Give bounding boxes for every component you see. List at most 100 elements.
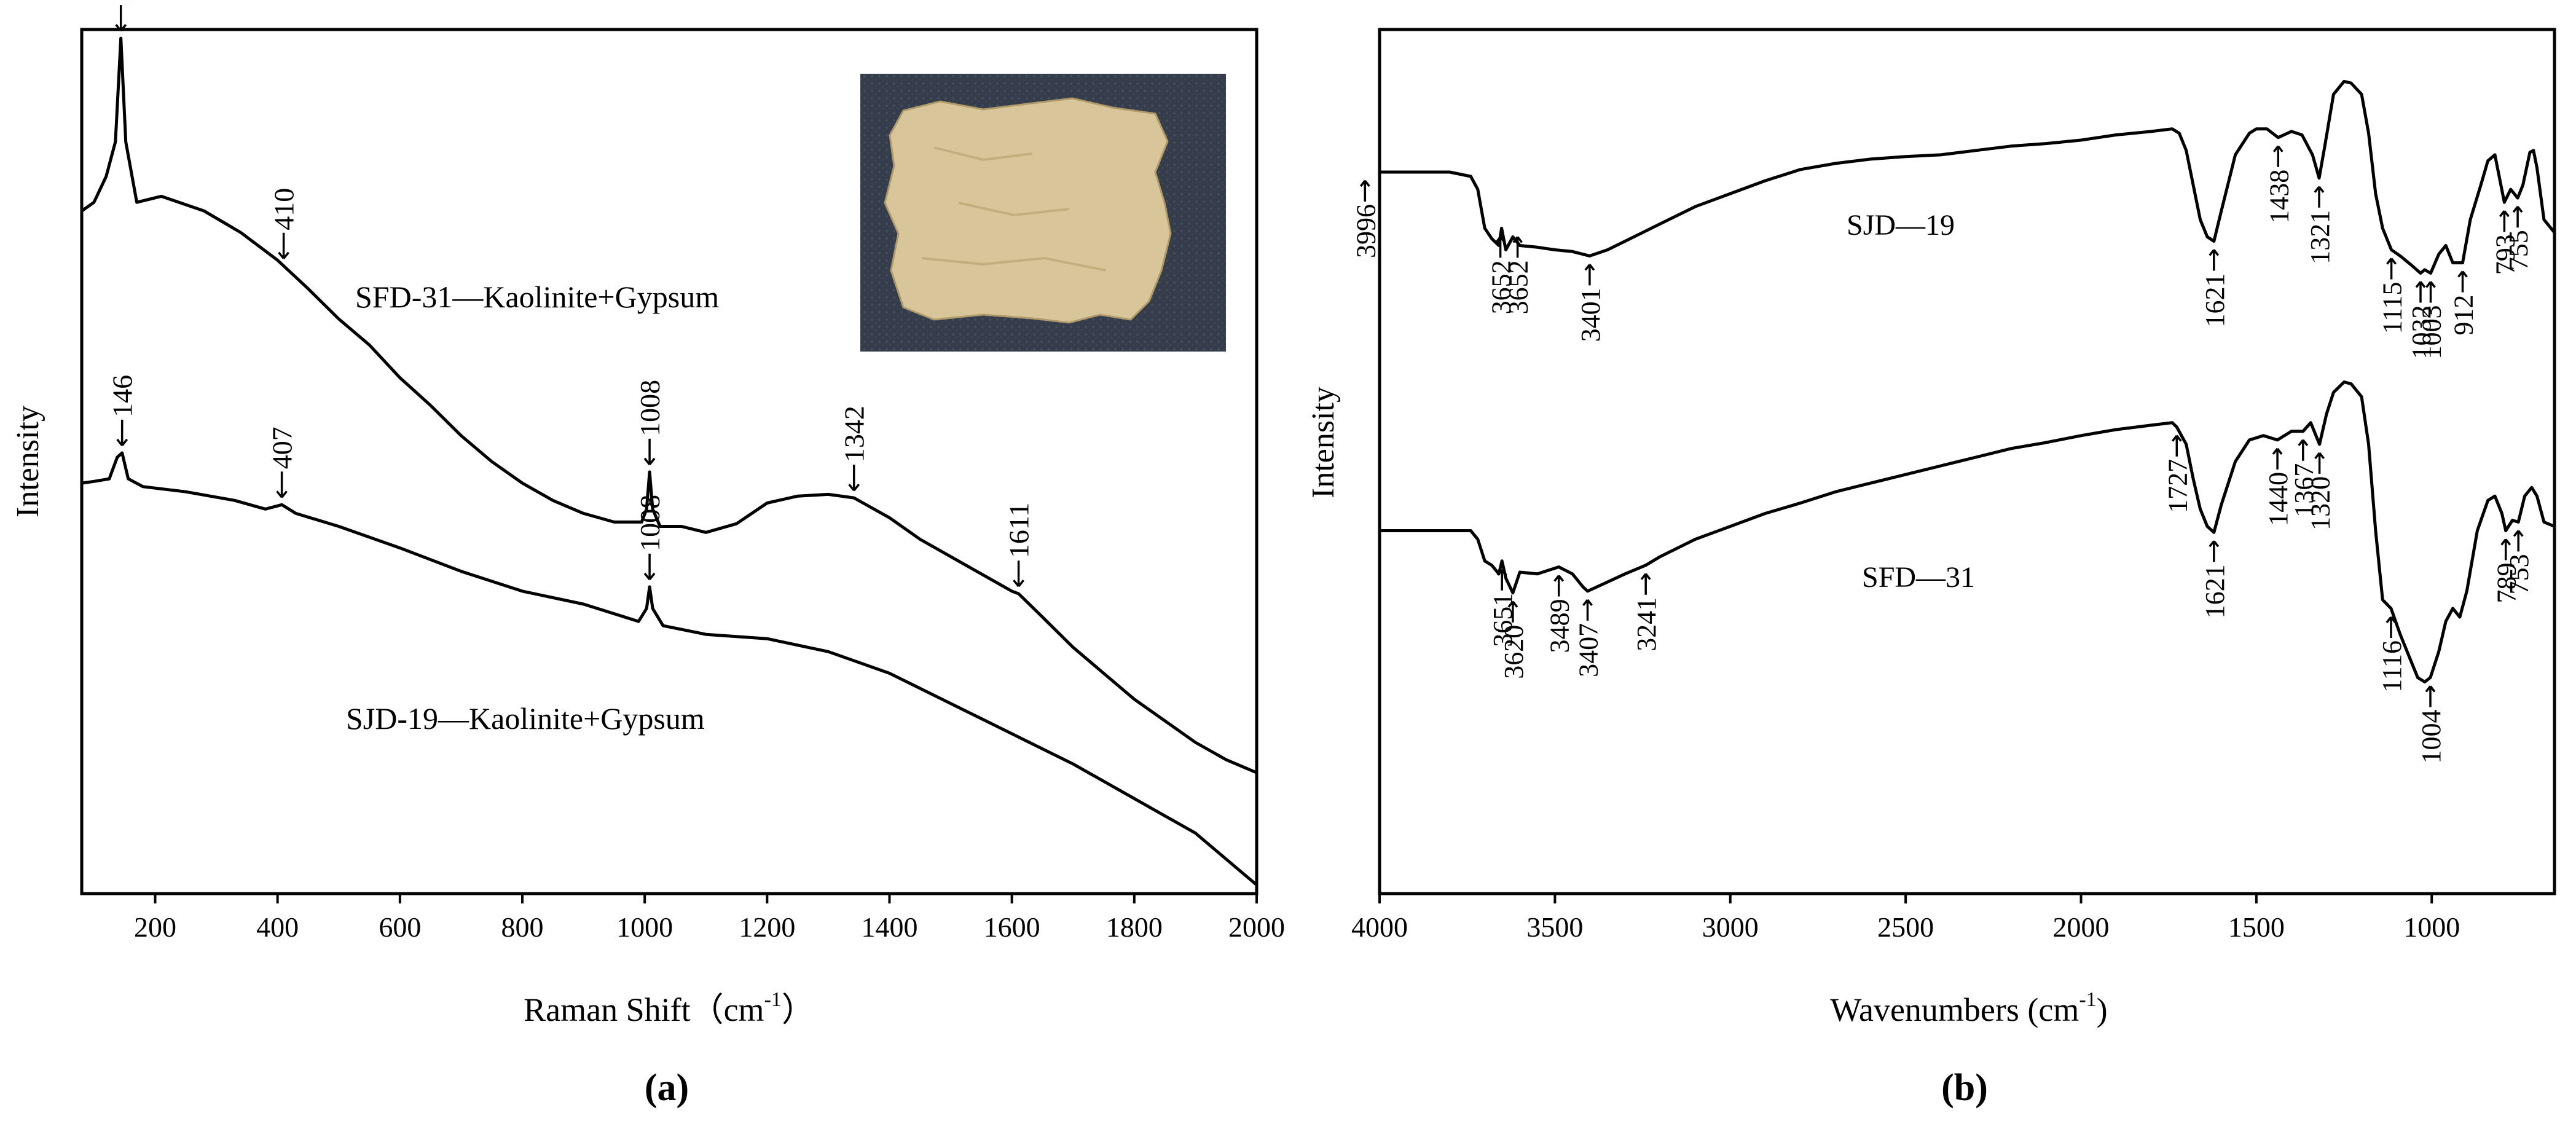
ftir-band-annotation: 3401 (1576, 264, 1606, 342)
svg-text:1611: 1611 (1003, 503, 1035, 558)
raman-inset-photo (860, 74, 1226, 352)
ftir-xtick-label: 1500 (2228, 911, 2285, 943)
raman-peak-annotation: 1008 (634, 495, 666, 580)
svg-text:3996: 3996 (1351, 204, 1381, 258)
ftir-xtick-label: 2000 (2052, 911, 2109, 943)
ftir-band-annotation: 1621 (2200, 540, 2230, 618)
ftir-series-line-1 (1380, 79, 2556, 275)
raman-panel: SFD-31—Kaolinite+Gypsum SJD-19—Kaolinite+… (10, 0, 1285, 1109)
ftir-band-annotation: 1116 (2377, 616, 2407, 693)
ftir-series-line-2 (1380, 380, 2555, 683)
svg-text:1004: 1004 (2416, 710, 2446, 764)
ftir-band-annotation: 3241 (1632, 573, 1662, 651)
ftir-ylabel: Intensity (1306, 387, 1341, 498)
raman-peak-annotation: 144 (106, 0, 137, 32)
svg-text:3620: 3620 (1499, 625, 1529, 679)
svg-text:1621: 1621 (2200, 564, 2230, 618)
ftir-band-annotation: 1321 (2305, 186, 2335, 264)
svg-text:1116: 1116 (2377, 640, 2407, 693)
ftir-xtick-label: 2500 (1877, 911, 1934, 943)
svg-text:1320: 1320 (2306, 476, 2336, 530)
svg-text:1115: 1115 (2378, 282, 2408, 334)
ftir-band-annotation: 789 (2492, 538, 2522, 604)
ftir-xtick-label: 4000 (1351, 911, 1408, 943)
ftir-band-annotation: 3652 (1504, 236, 1534, 314)
ftir-band-annotation: 793 (2490, 210, 2520, 275)
ftir-panel-label: (b) (1941, 1067, 1988, 1109)
svg-text:753: 753 (2504, 554, 2534, 594)
svg-text:1003: 1003 (2417, 305, 2447, 360)
raman-series-line-2 (81, 451, 1258, 886)
ftir-band-annotation: 912 (2449, 270, 2479, 336)
raman-series-label-1: SFD-31—Kaolinite+Gypsum (355, 280, 719, 314)
svg-text:1621: 1621 (2200, 273, 2230, 328)
raman-peak-annotation: 410 (269, 188, 300, 259)
svg-text:1008: 1008 (634, 380, 666, 436)
raman-xtick-label: 800 (501, 911, 544, 943)
svg-text:410: 410 (269, 188, 300, 230)
svg-text:789: 789 (2492, 563, 2522, 604)
svg-text:3652: 3652 (1486, 260, 1517, 314)
ftir-band-annotation: 1438 (2264, 145, 2294, 224)
svg-text:3241: 3241 (1632, 597, 1662, 651)
raman-ylabel: Intensity (10, 406, 45, 517)
ftir-series-label-1: SJD—19 (1847, 209, 1955, 242)
raman-peak-annotation: 1342 (839, 406, 870, 492)
raman-peak-annotation: 146 (107, 375, 138, 446)
raman-xtick-label: 2000 (1228, 911, 1285, 943)
svg-text:3652: 3652 (1504, 260, 1534, 314)
ftir-plot-frame (1378, 28, 2556, 895)
raman-plot-frame (80, 28, 1259, 895)
ftir-xlabel: Wavenumbers (cm-1) (1830, 988, 2107, 1028)
svg-text:793: 793 (2490, 234, 2520, 275)
svg-text:1440: 1440 (2263, 472, 2293, 526)
raman-xtick-label: 600 (379, 911, 421, 943)
ftir-band-annotation: 1367 (2289, 439, 2319, 517)
raman-series-label-2: SJD-19—Kaolinite+Gypsum (346, 701, 705, 736)
svg-text:1321: 1321 (2305, 210, 2335, 264)
svg-text:3489: 3489 (1545, 599, 1575, 653)
ftir-band-annotation: 1320 (2306, 452, 2336, 530)
ftir-band-annotation: 3996 (1351, 179, 1381, 258)
ftir-band-annotation: 1003 (2417, 281, 2447, 360)
ftir-band-annotation: 3652 (1486, 236, 1517, 314)
ftir-series-label-2: SFD—31 (1862, 561, 1975, 594)
ftir-band-annotation: 3620 (1499, 600, 1529, 679)
ftir-band-annotation: 1727 (2162, 435, 2193, 513)
raman-xtick-label: 1400 (862, 911, 918, 943)
svg-text:1367: 1367 (2289, 463, 2319, 517)
svg-text:755: 755 (2503, 230, 2534, 270)
ftir-xtick-label: 1000 (2403, 911, 2460, 943)
svg-text:144: 144 (106, 0, 137, 2)
svg-text:912: 912 (2449, 295, 2479, 336)
raman-xtick-label: 1000 (616, 911, 673, 943)
svg-text:1032: 1032 (2406, 305, 2437, 360)
raman-xtick-label: 1800 (1106, 911, 1163, 943)
svg-text:146: 146 (107, 375, 138, 417)
raman-xtick-label: 1200 (739, 911, 795, 943)
raman-peak-annotation: 1008 (634, 380, 666, 465)
svg-text:407: 407 (267, 427, 298, 469)
raman-xtick-label: 1600 (984, 911, 1040, 943)
svg-text:3407: 3407 (1574, 623, 1604, 677)
raman-panel-label: (a) (645, 1067, 689, 1109)
ftir-xtick-label: 3500 (1526, 911, 1583, 943)
ftir-band-annotation: 1032 (2406, 281, 2437, 360)
ftir-xtick-label: 3000 (1702, 911, 1759, 943)
ftir-band-annotation: 753 (2504, 530, 2534, 594)
svg-text:3401: 3401 (1576, 288, 1606, 342)
raman-xlabel: Raman Shift（cm-1） (524, 988, 815, 1028)
raman-xtick-label: 400 (256, 911, 299, 943)
raman-peak-annotation: 407 (267, 427, 298, 498)
ftir-band-annotation: 1621 (2200, 249, 2230, 328)
ftir-band-annotation: 1004 (2416, 685, 2446, 764)
ftir-band-annotation: 3489 (1545, 575, 1575, 653)
svg-text:1727: 1727 (2162, 459, 2193, 513)
raman-series-line-1 (80, 36, 1257, 774)
svg-text:1008: 1008 (634, 495, 666, 551)
ftir-band-annotation: 3407 (1574, 599, 1604, 677)
svg-text:1438: 1438 (2264, 170, 2294, 224)
raman-peak-annotation: 1611 (1003, 503, 1035, 588)
